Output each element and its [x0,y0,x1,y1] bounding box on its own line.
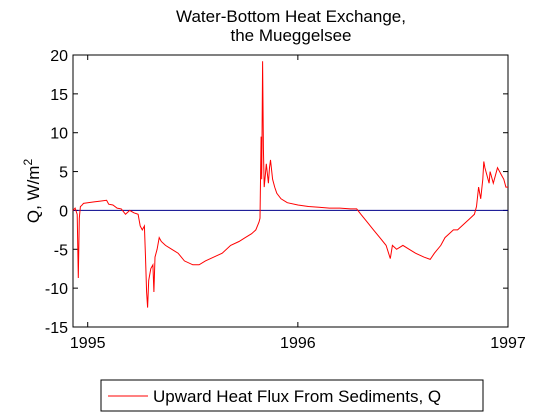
y-tick-label: -15 [45,320,68,337]
y-tick-label: 20 [50,48,68,65]
chart-title-line1: Water-Bottom Heat Exchange, [176,7,406,26]
y-tick-label: 0 [59,203,68,220]
y-tick-label: -5 [54,242,68,259]
y-axis-label-superscript: 2 [21,159,35,166]
legend-box [100,379,484,412]
x-axis: 1995 1996 1997 [70,55,526,352]
y-axis-label: Q, W/m2 [21,159,43,224]
y-axis: 20 15 10 5 0 -5 -10 -15 [45,48,508,337]
y-tick-label: 5 [59,165,68,182]
y-tick-label: 15 [50,87,68,104]
chart-title-line2: the Mueggelsee [231,26,352,45]
x-tick-label: 1995 [70,335,106,352]
legend-label: Upward Heat Flux From Sediments, Q [153,387,441,406]
series-line [72,61,508,308]
y-tick-label: 10 [50,126,68,143]
x-tick-label: 1997 [490,335,526,352]
y-tick-label: -10 [45,281,68,298]
plot-area [72,54,509,328]
x-tick-label: 1996 [280,335,316,352]
